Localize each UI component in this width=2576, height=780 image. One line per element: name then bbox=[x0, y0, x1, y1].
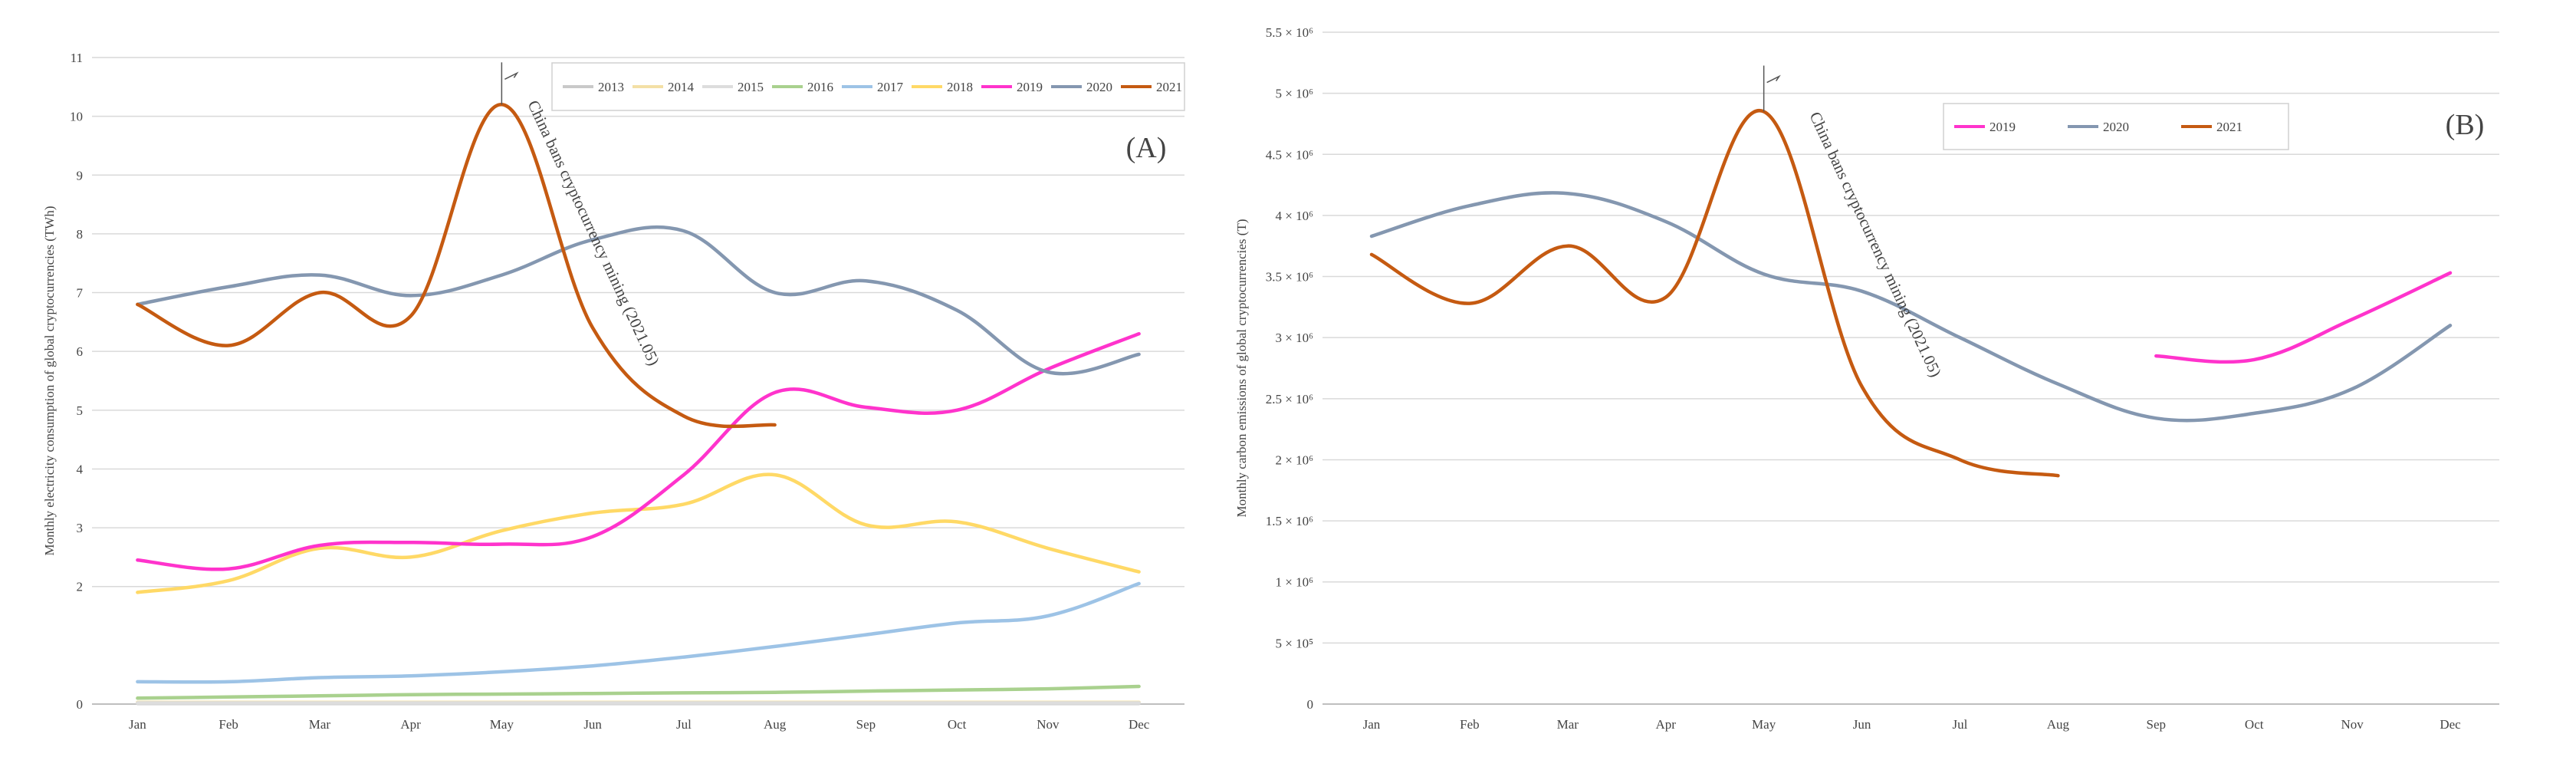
x-tick-label: Jan bbox=[1363, 717, 1381, 732]
annotation-arrow-icon bbox=[1766, 74, 1781, 84]
x-tick-label: Jun bbox=[583, 717, 602, 732]
x-tick-label: Jun bbox=[1853, 717, 1871, 732]
y-tick-label: 9 bbox=[77, 168, 84, 183]
y-tick-label: 4.5 × 10⁶ bbox=[1266, 147, 1313, 162]
series-line-2017 bbox=[136, 581, 1141, 684]
legend-label-2015: 2015 bbox=[738, 80, 764, 94]
legend-label-2020: 2020 bbox=[2103, 120, 2129, 134]
y-tick-label: 3 × 10⁶ bbox=[1275, 331, 1313, 345]
x-tick-label: Sep bbox=[2147, 717, 2167, 732]
x-tick-label: Jul bbox=[676, 717, 692, 732]
legend-label-2019: 2019 bbox=[1990, 120, 2016, 134]
chart-panel-b: 0 5 × 10⁵ 1 × 10⁶ 1.5 × 10⁶ 2 × 10⁶ 2.5 × 10⁶… bbox=[1234, 25, 2499, 732]
y-tick-label: 7 bbox=[77, 286, 84, 301]
x-tick-label: Apr bbox=[1655, 717, 1676, 732]
x-tick-label: Feb bbox=[219, 717, 238, 732]
y-tick-label: 8 bbox=[77, 227, 84, 242]
y-axis-title: Monthly electricity consumption of globa… bbox=[42, 206, 57, 555]
x-tick-label: Nov bbox=[2341, 717, 2364, 732]
x-tick-label: May bbox=[1752, 717, 1776, 732]
x-tick-label: Jul bbox=[1953, 717, 1968, 732]
legend-box bbox=[1943, 103, 2289, 150]
y-axis-title: Monthly carbon emissions of global crypt… bbox=[1234, 219, 1249, 517]
y-tick-label: 1.5 × 10⁶ bbox=[1266, 514, 1313, 528]
y-tick-label: 4 bbox=[77, 462, 84, 476]
y-tick-label: 5.5 × 10⁶ bbox=[1266, 25, 1313, 40]
legend-label-2013: 2013 bbox=[598, 80, 624, 94]
legend-label-2019: 2019 bbox=[1017, 80, 1043, 94]
y-tick-label: 4 × 10⁶ bbox=[1275, 209, 1313, 223]
x-tick-label: Aug bbox=[2047, 717, 2070, 732]
series-line-2020 bbox=[1369, 191, 2453, 423]
legend-label-2021: 2021 bbox=[2216, 120, 2242, 134]
panel-label: (A) bbox=[1126, 132, 1167, 164]
x-tick-label: Mar bbox=[1557, 717, 1579, 732]
legend-label-2014: 2014 bbox=[668, 80, 695, 94]
y-tick-label: 1 × 10⁶ bbox=[1275, 575, 1313, 590]
x-tick-label: Feb bbox=[1460, 717, 1480, 732]
legend-label-2016: 2016 bbox=[807, 80, 833, 94]
y-tick-label: 3 bbox=[77, 521, 84, 535]
x-tick-label: Apr bbox=[400, 717, 421, 732]
x-tick-label: Oct bbox=[2245, 717, 2264, 732]
series-line-2018 bbox=[136, 472, 1141, 594]
series-line-2021 bbox=[1369, 109, 2060, 478]
panel-label: (B) bbox=[2446, 109, 2485, 141]
legend-label-2020: 2020 bbox=[1086, 80, 1112, 94]
x-tick-label: Nov bbox=[1037, 717, 1060, 732]
y-tick-label: 5 bbox=[77, 403, 84, 418]
legend-label-2018: 2018 bbox=[947, 80, 973, 94]
series-line-2016 bbox=[136, 684, 1141, 700]
y-tick-label: 3.5 × 10⁶ bbox=[1266, 270, 1313, 285]
x-tick-label: Sep bbox=[856, 717, 876, 732]
chart-panel-a: 0 2 3 4 5 6 7 8 9 10 11 Jan Feb Mar Apr May Jun Jul Aug Sep… bbox=[42, 51, 1185, 732]
y-tick-label: 2.5 × 10⁶ bbox=[1266, 392, 1313, 406]
x-tick-label: Mar bbox=[309, 717, 331, 732]
x-tick-label: Aug bbox=[764, 717, 787, 732]
legend-label-2017: 2017 bbox=[877, 80, 904, 94]
y-tick-label: 5 × 10⁵ bbox=[1275, 636, 1313, 650]
y-tick-label: 10 bbox=[70, 110, 83, 124]
x-tick-label: Dec bbox=[2440, 717, 2461, 732]
y-tick-label: 0 bbox=[1307, 697, 1314, 712]
annotation-label: China bans cryptocurrency mining (2021.0… bbox=[1806, 109, 1945, 380]
y-tick-label: 2 × 10⁶ bbox=[1275, 453, 1313, 467]
series-line-2019 bbox=[2154, 271, 2453, 364]
annotation-arrow-icon bbox=[504, 71, 519, 80]
y-tick-label: 6 bbox=[77, 344, 84, 359]
y-tick-label: 5 × 10⁶ bbox=[1275, 87, 1313, 101]
series-line-2019 bbox=[136, 331, 1141, 571]
y-tick-label: 0 bbox=[77, 697, 84, 712]
series-line-2021 bbox=[136, 103, 777, 429]
x-tick-label: Jan bbox=[129, 717, 146, 732]
y-tick-label: 2 bbox=[77, 580, 84, 594]
x-tick-label: Dec bbox=[1129, 717, 1150, 732]
legend-label-2021: 2021 bbox=[1156, 80, 1182, 94]
x-tick-label: May bbox=[490, 717, 514, 732]
x-tick-label: Oct bbox=[948, 717, 967, 732]
series-line-2020 bbox=[136, 225, 1141, 376]
y-tick-label: 11 bbox=[71, 51, 83, 65]
